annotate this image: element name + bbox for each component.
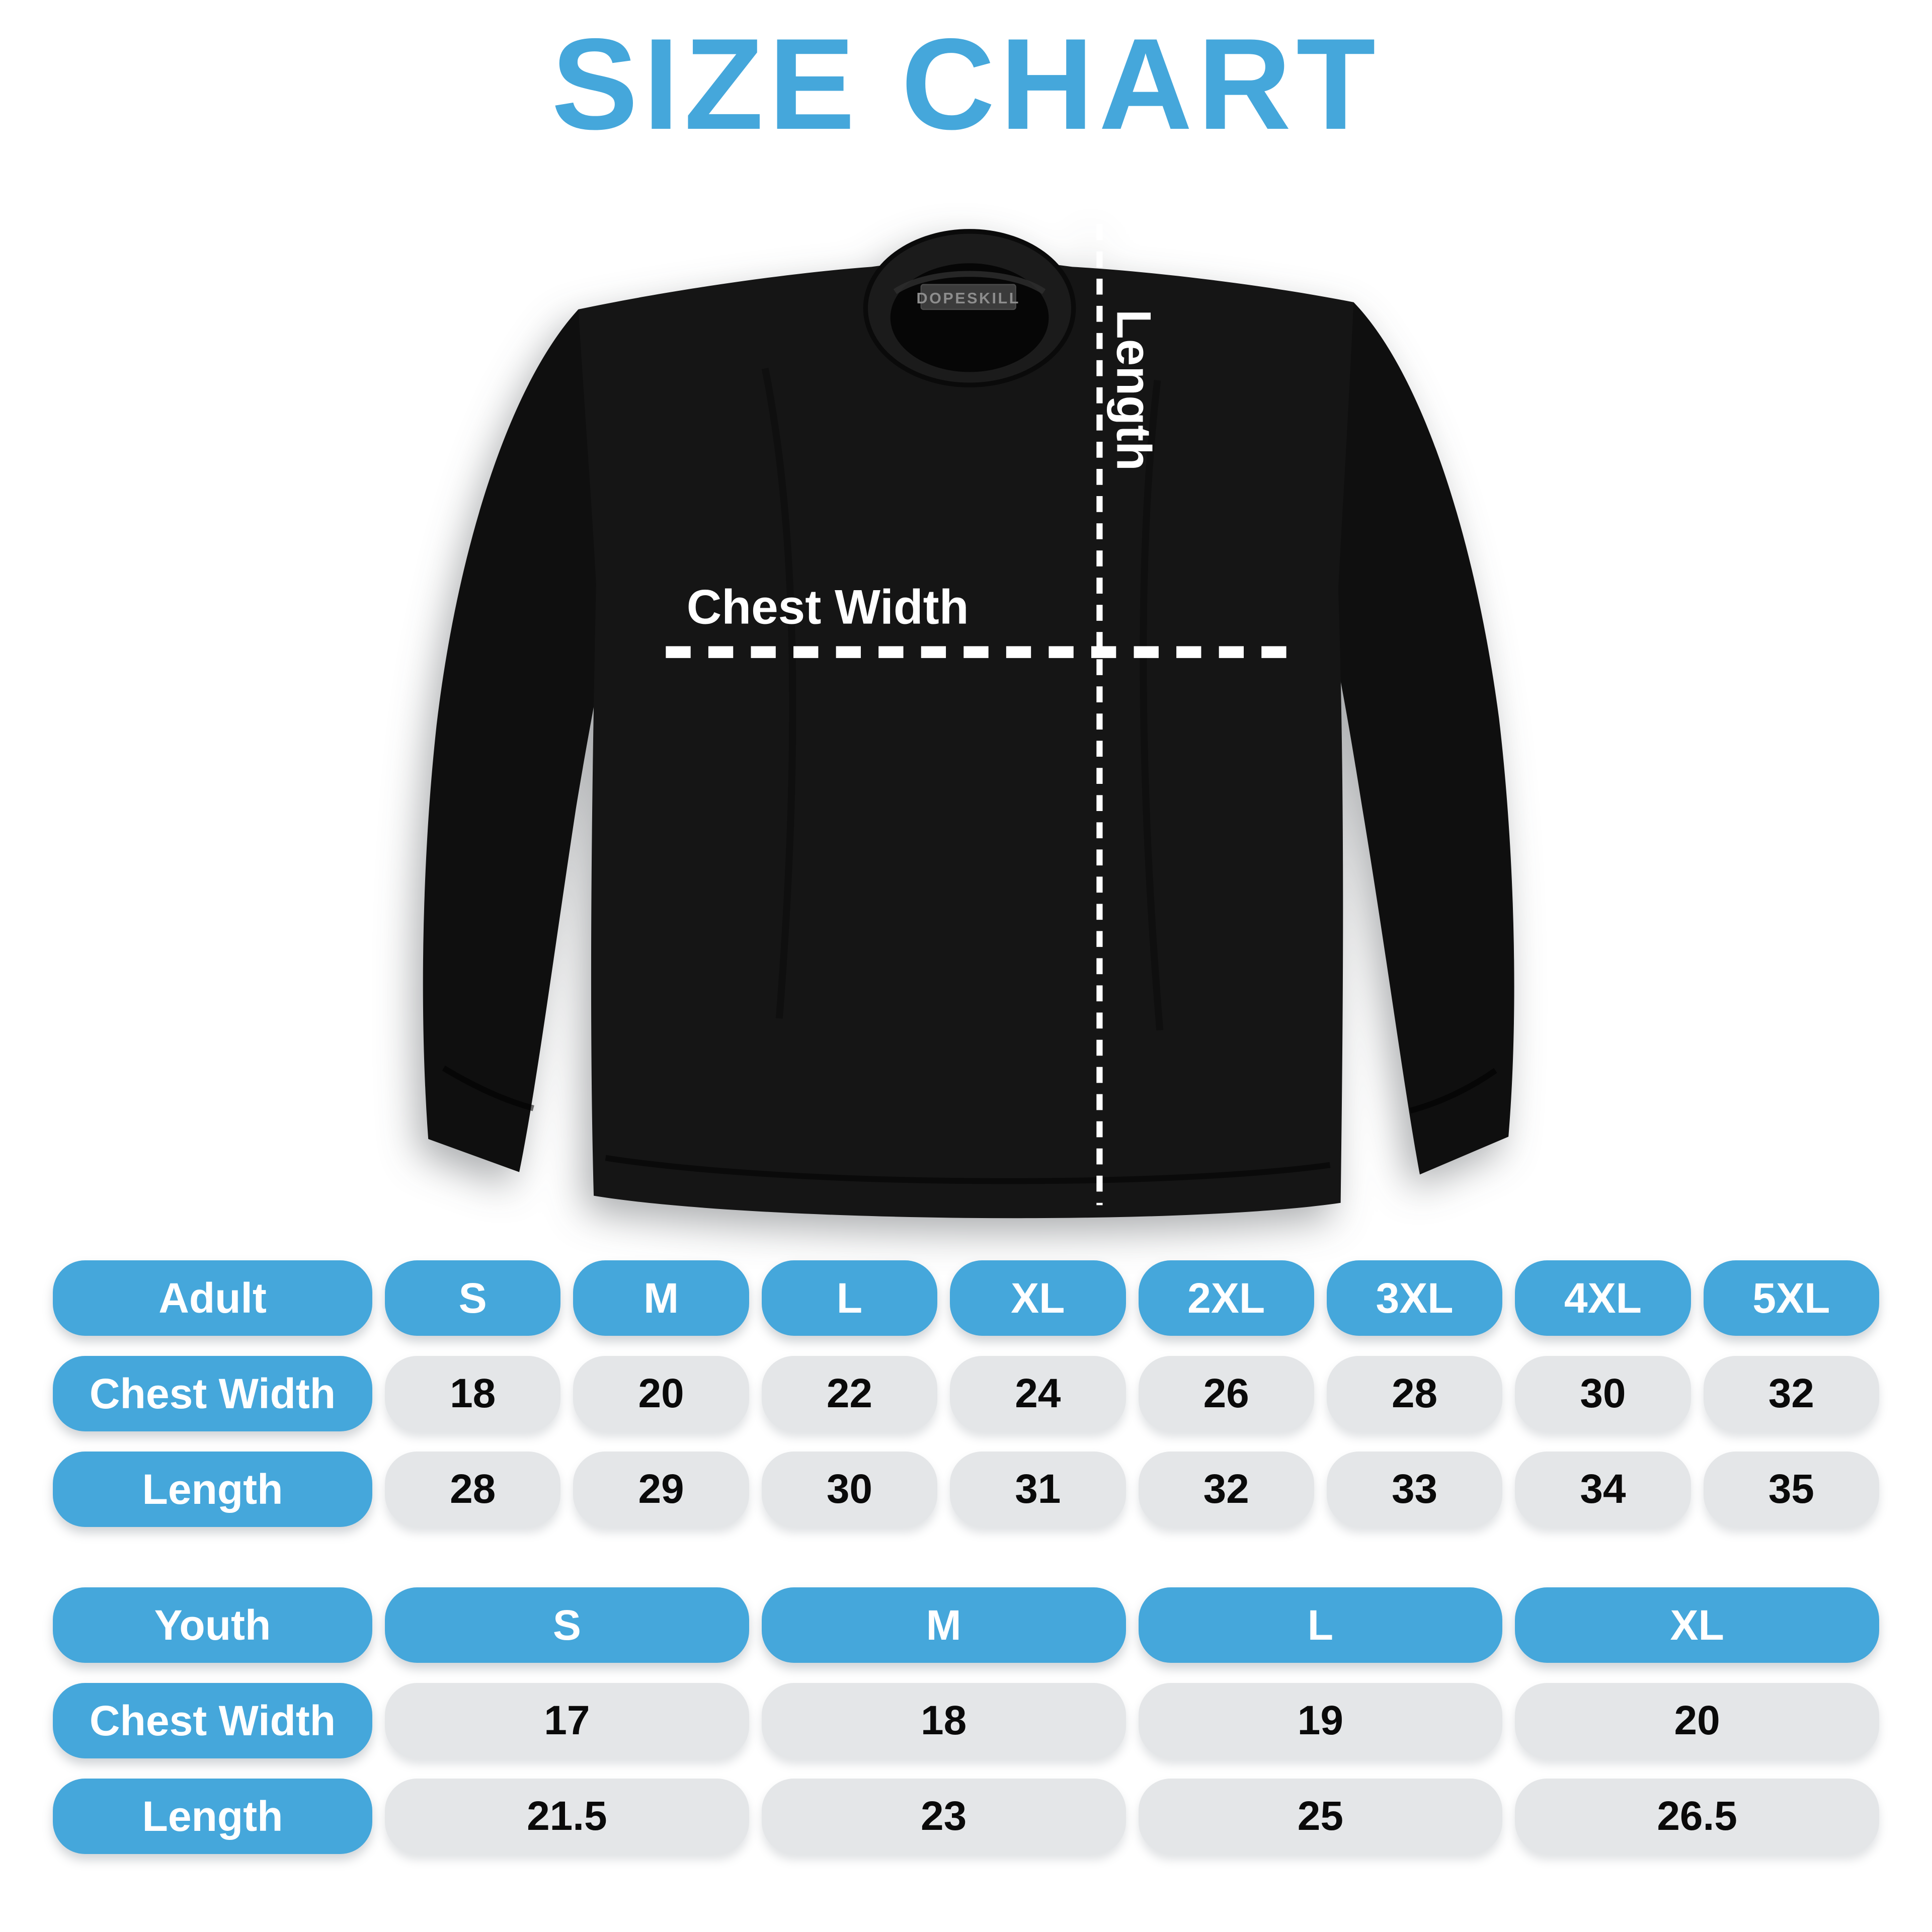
size-value: 20 bbox=[1515, 1683, 1879, 1758]
size-value: 24 bbox=[950, 1356, 1126, 1431]
size-value: 30 bbox=[761, 1452, 938, 1527]
size-value: 34 bbox=[1515, 1452, 1691, 1527]
chest-width-label: Chest Width bbox=[687, 581, 969, 634]
size-column-header: M bbox=[573, 1260, 749, 1336]
right-cuff-seam bbox=[1409, 1068, 1497, 1114]
size-column-header: XL bbox=[1515, 1587, 1879, 1663]
row-label: Length bbox=[53, 1779, 372, 1854]
neck-tag-label: DOPESKILL bbox=[917, 290, 1020, 307]
fold-line bbox=[761, 367, 796, 1019]
row-label: Chest Width bbox=[53, 1356, 372, 1431]
shirt-diagram: DOPESKILL Chest Width Length bbox=[375, 191, 1557, 1248]
size-value: 26 bbox=[1138, 1356, 1314, 1431]
size-value: 29 bbox=[573, 1452, 749, 1527]
size-column-header: 3XL bbox=[1326, 1260, 1503, 1336]
size-column-header: L bbox=[761, 1260, 938, 1336]
size-value: 33 bbox=[1326, 1452, 1503, 1527]
size-value: 22 bbox=[761, 1356, 938, 1431]
size-value: 21.5 bbox=[385, 1779, 749, 1854]
row-label: Chest Width bbox=[53, 1683, 372, 1758]
size-value: 26.5 bbox=[1515, 1779, 1879, 1854]
table-group-label: Youth bbox=[53, 1587, 372, 1663]
size-column-header: 2XL bbox=[1138, 1260, 1314, 1336]
shirt-body bbox=[578, 260, 1354, 1219]
size-value: 30 bbox=[1515, 1356, 1691, 1431]
size-value: 18 bbox=[761, 1683, 1126, 1758]
row-label: Length bbox=[53, 1452, 372, 1527]
adult-size-table: Adult S M L XL 2XL 3XL 4XL 5XL Chest Width 18 20 22 2… bbox=[53, 1260, 1879, 1527]
table-group-label: Adult bbox=[53, 1260, 372, 1336]
size-column-header: S bbox=[385, 1587, 749, 1663]
left-cuff-seam bbox=[442, 1065, 534, 1111]
long-sleeve-shirt-graphic: DOPESKILL Chest Width Length bbox=[423, 224, 1514, 1219]
page-title: SIZE CHART bbox=[551, 11, 1381, 156]
size-value: 28 bbox=[385, 1452, 561, 1527]
size-column-header: 4XL bbox=[1515, 1260, 1691, 1336]
size-value: 32 bbox=[1703, 1356, 1879, 1431]
size-column-header: M bbox=[761, 1587, 1126, 1663]
size-value: 32 bbox=[1138, 1452, 1314, 1527]
size-value: 19 bbox=[1138, 1683, 1503, 1758]
size-value: 18 bbox=[385, 1356, 561, 1431]
size-column-header: XL bbox=[950, 1260, 1126, 1336]
size-value: 17 bbox=[385, 1683, 749, 1758]
size-value: 20 bbox=[573, 1356, 749, 1431]
size-column-header: L bbox=[1138, 1587, 1503, 1663]
size-value: 23 bbox=[761, 1779, 1126, 1854]
size-column-header: 5XL bbox=[1703, 1260, 1879, 1336]
size-value: 28 bbox=[1326, 1356, 1503, 1431]
size-value: 31 bbox=[950, 1452, 1126, 1527]
youth-size-table: Youth S M L XL Chest Width 17 18 19 20 Length 21.5 2… bbox=[53, 1587, 1879, 1854]
neck-tag bbox=[920, 284, 1016, 310]
size-value: 25 bbox=[1138, 1779, 1503, 1854]
length-label: Length bbox=[1107, 309, 1161, 471]
right-sleeve bbox=[1319, 302, 1514, 1175]
size-column-header: S bbox=[385, 1260, 561, 1336]
size-value: 35 bbox=[1703, 1452, 1879, 1527]
hem-seam bbox=[605, 1155, 1331, 1184]
collar-ribbing bbox=[893, 271, 1046, 294]
left-sleeve bbox=[423, 309, 619, 1172]
fold-line bbox=[1140, 380, 1164, 1031]
